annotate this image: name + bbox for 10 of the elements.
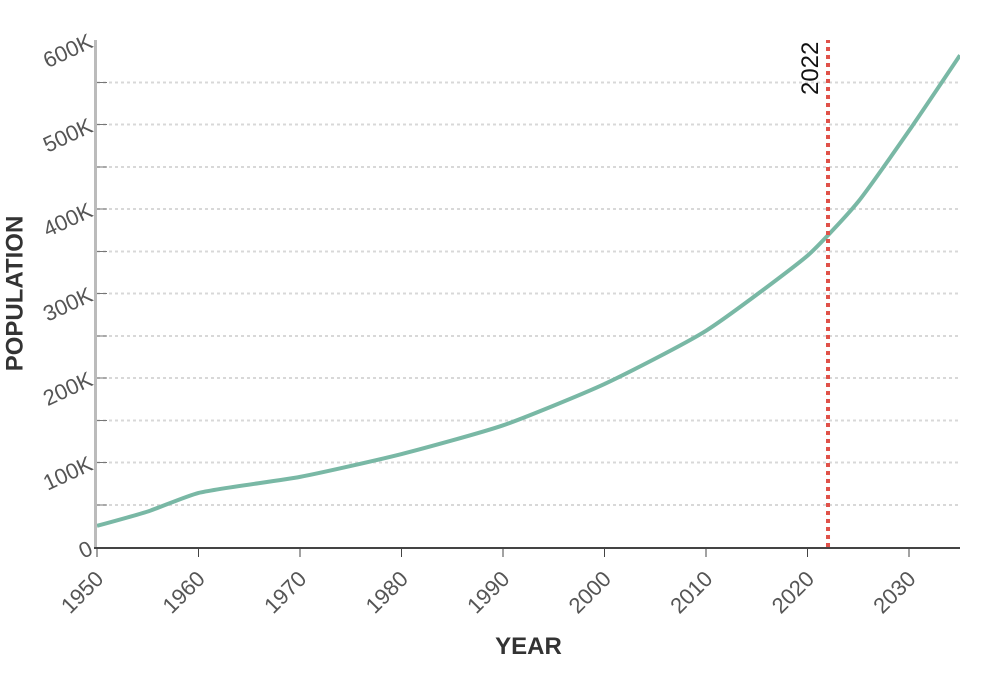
- y-axis-title: POPULATION: [1, 216, 28, 372]
- y-tick-label: 200K: [39, 366, 97, 411]
- y-tick-label: 400K: [39, 197, 97, 242]
- x-axis-title: YEAR: [495, 633, 562, 660]
- y-tick-label: 0: [74, 536, 96, 564]
- y-tick-label: 600K: [39, 28, 97, 73]
- y-tick-label: 300K: [39, 282, 97, 326]
- ref-line-label: 2022: [797, 42, 824, 96]
- y-tick-label: 500K: [39, 112, 97, 158]
- y-tick-label: 100K: [39, 450, 97, 496]
